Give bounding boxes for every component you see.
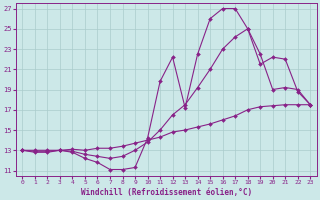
- X-axis label: Windchill (Refroidissement éolien,°C): Windchill (Refroidissement éolien,°C): [81, 188, 252, 197]
